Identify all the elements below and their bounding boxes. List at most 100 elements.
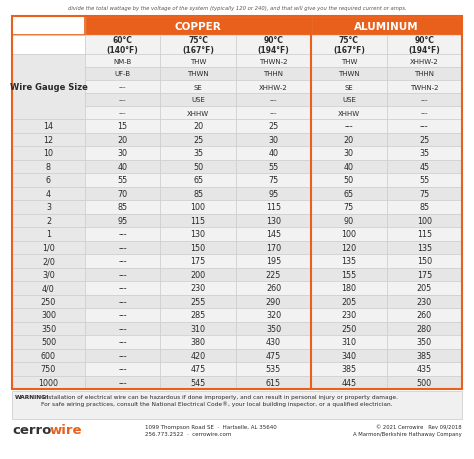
Bar (160, 36, 236, 55)
Bar (85, 308, 160, 322)
Bar (12, 174, 85, 187)
Text: 350: 350 (417, 337, 432, 347)
Text: THHN: THHN (414, 71, 434, 77)
Bar (311, 375, 387, 389)
Text: 115: 115 (191, 216, 206, 225)
Text: XHHW-2: XHHW-2 (259, 84, 288, 90)
Bar (311, 187, 387, 201)
Text: WARNING!: WARNING! (15, 394, 50, 399)
Bar (387, 107, 462, 120)
Text: 445: 445 (341, 378, 356, 387)
Text: ALUMINUM: ALUMINUM (354, 22, 419, 31)
Bar (85, 335, 160, 349)
Text: 20: 20 (344, 135, 354, 145)
Text: 225: 225 (266, 270, 281, 279)
Text: ---: --- (345, 122, 353, 131)
Text: 615: 615 (266, 378, 281, 387)
Bar (12, 295, 85, 308)
Bar (160, 55, 236, 68)
Text: 385: 385 (341, 364, 356, 374)
Bar (387, 362, 462, 375)
Bar (236, 133, 311, 147)
Text: 15: 15 (118, 122, 128, 131)
Bar (387, 254, 462, 268)
Text: 95: 95 (268, 189, 279, 198)
Bar (236, 349, 311, 362)
Bar (85, 362, 160, 375)
Bar (387, 228, 462, 241)
Text: 1: 1 (46, 230, 51, 239)
Text: 14: 14 (44, 122, 54, 131)
Bar (12, 147, 85, 160)
Text: COPPER: COPPER (175, 22, 221, 31)
Text: 55: 55 (419, 176, 429, 185)
Bar (236, 241, 311, 254)
Bar (311, 68, 387, 81)
Text: 120: 120 (341, 243, 356, 252)
Bar (85, 174, 160, 187)
Bar (236, 107, 311, 120)
Text: XHHW: XHHW (338, 110, 360, 116)
Bar (387, 241, 462, 254)
Bar (311, 17, 462, 36)
Bar (12, 120, 85, 133)
Bar (160, 94, 236, 107)
Bar (236, 147, 311, 160)
Bar (12, 36, 85, 55)
Text: 60°C
(140°F): 60°C (140°F) (107, 36, 138, 55)
Bar (85, 254, 160, 268)
Text: 6: 6 (46, 176, 51, 185)
Bar (311, 281, 387, 295)
Text: 320: 320 (266, 311, 281, 319)
Text: XHHW: XHHW (187, 110, 209, 116)
Bar (311, 36, 387, 55)
Text: 285: 285 (191, 311, 206, 319)
Text: NM-B: NM-B (114, 58, 132, 64)
Text: 350: 350 (266, 324, 281, 333)
Text: 350: 350 (41, 324, 56, 333)
Text: Installation of electrical wire can be hazardous if done improperly, and can res: Installation of electrical wire can be h… (41, 394, 398, 406)
Bar (311, 308, 387, 322)
Bar (85, 36, 160, 55)
Text: 150: 150 (191, 243, 206, 252)
Bar (311, 120, 387, 133)
Text: 65: 65 (193, 176, 203, 185)
Bar (160, 187, 236, 201)
Text: 55: 55 (268, 162, 279, 171)
Bar (85, 94, 160, 107)
Text: 115: 115 (417, 230, 432, 239)
Bar (12, 375, 85, 389)
Bar (387, 174, 462, 187)
Bar (311, 214, 387, 228)
Text: Wire Gauge Size: Wire Gauge Size (9, 83, 87, 92)
Text: 250: 250 (41, 297, 56, 306)
Bar (387, 120, 462, 133)
Text: 90°C
(194°F): 90°C (194°F) (409, 36, 440, 55)
Bar (311, 160, 387, 174)
Text: 25: 25 (268, 122, 279, 131)
Bar (85, 147, 160, 160)
Bar (85, 228, 160, 241)
Text: 290: 290 (266, 297, 281, 306)
Bar (160, 68, 236, 81)
Text: 40: 40 (344, 162, 354, 171)
Text: 75: 75 (419, 189, 429, 198)
Bar (311, 201, 387, 214)
Text: 75°C
(167°F): 75°C (167°F) (182, 36, 214, 55)
Text: XHHW-2: XHHW-2 (410, 58, 438, 64)
Text: 65: 65 (344, 189, 354, 198)
Bar (236, 254, 311, 268)
Bar (160, 133, 236, 147)
Text: ---: --- (119, 84, 127, 90)
Text: 30: 30 (118, 149, 128, 158)
Bar (85, 81, 160, 94)
Text: 200: 200 (191, 270, 206, 279)
Bar (236, 308, 311, 322)
Bar (160, 295, 236, 308)
Text: 85: 85 (419, 203, 429, 212)
Text: ---: --- (118, 243, 127, 252)
Text: 205: 205 (417, 284, 432, 293)
Text: 35: 35 (419, 149, 429, 158)
Bar (387, 322, 462, 335)
Bar (387, 295, 462, 308)
